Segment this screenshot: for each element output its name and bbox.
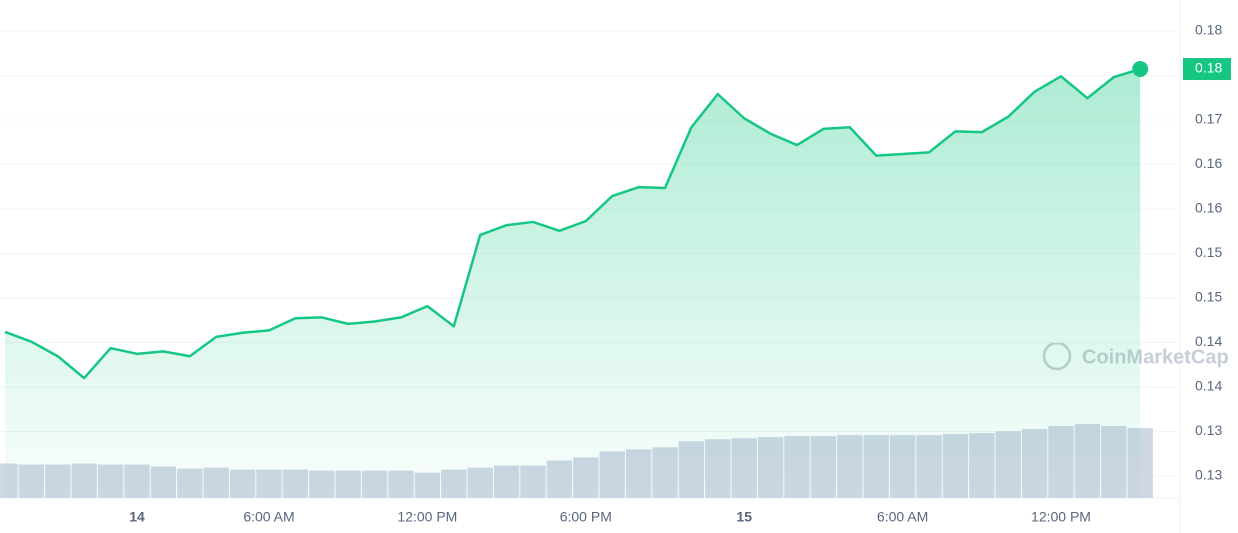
y-tick-label: 0.16: [1195, 200, 1222, 216]
price-area: [5, 69, 1141, 498]
x-tick-label: 12:00 PM: [397, 509, 457, 525]
y-tick-label: 0.14: [1195, 378, 1222, 394]
y-tick-label: 0.18: [1195, 22, 1222, 38]
last-price-label: 0.18: [1195, 60, 1222, 76]
x-tick-label: 14: [129, 509, 145, 525]
y-tick-label: 0.14: [1195, 333, 1222, 349]
x-tick-label: 6:00 AM: [243, 509, 294, 525]
y-tick-label: 0.13: [1195, 422, 1222, 438]
x-tick-label: 6:00 AM: [877, 509, 928, 525]
price-line: [4, 67, 1141, 380]
last-price-badge: [1183, 58, 1231, 81]
y-tick-label: 0.16: [1195, 155, 1222, 171]
last-price-dot: [1132, 61, 1149, 78]
y-tick-label: 0.13: [1195, 467, 1222, 483]
x-tick-label: 12:00 PM: [1031, 509, 1091, 525]
y-tick-label: 0.17: [1195, 111, 1222, 127]
x-tick-label: 6:00 PM: [560, 509, 612, 525]
y-tick-label: 0.15: [1195, 244, 1222, 260]
x-tick-label: 15: [736, 509, 752, 525]
y-tick-label: 0.15: [1195, 289, 1222, 305]
